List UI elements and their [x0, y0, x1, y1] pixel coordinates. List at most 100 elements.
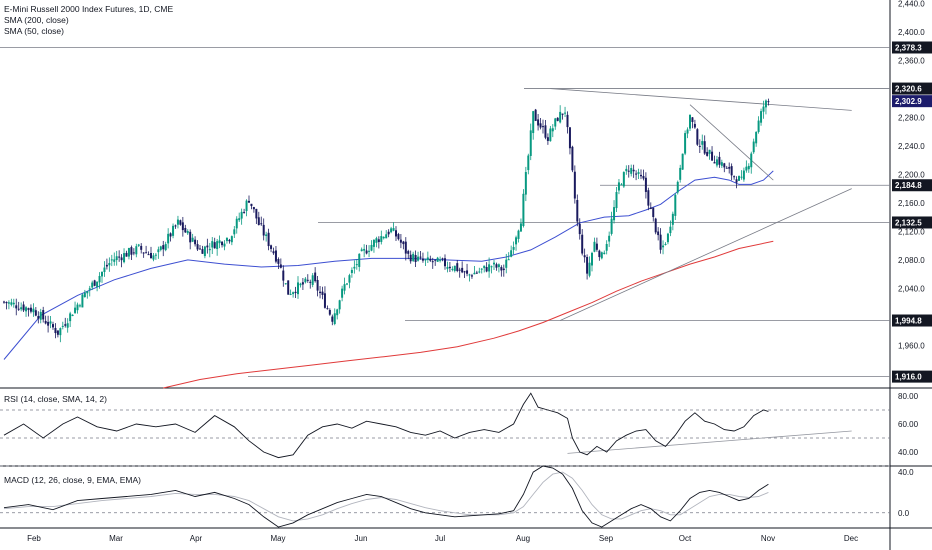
candle-body: [311, 275, 314, 285]
candle-body: [341, 288, 344, 298]
candle-body: [135, 246, 138, 255]
candle-body: [402, 241, 405, 245]
last-price-label: 2,302.9: [895, 97, 922, 106]
candle-body: [355, 264, 358, 266]
candle-body: [186, 230, 189, 234]
chart-title: E-Mini Russell 2000 Index Futures, 1D, C…: [4, 4, 174, 14]
trendline: [689, 104, 774, 181]
candle-body: [199, 248, 201, 250]
candle-body: [522, 193, 525, 227]
candle-body: [689, 114, 691, 129]
candle-body: [343, 284, 346, 291]
candle-body: [103, 267, 106, 273]
candle-body: [282, 270, 285, 281]
trendline: [559, 188, 852, 321]
candle-body: [510, 250, 513, 257]
candle-body: [456, 263, 459, 271]
candle-body: [350, 269, 353, 274]
candle-body: [664, 243, 667, 245]
candle-body: [115, 256, 118, 261]
candle-body: [475, 272, 478, 274]
candle-body: [711, 151, 714, 161]
candle-body: [764, 100, 767, 108]
sma50-legend: SMA (50, close): [4, 26, 64, 36]
main-y-tick: 2,160.0: [898, 199, 925, 208]
candle-body: [542, 126, 544, 128]
candle-body: [113, 259, 116, 262]
main-y-tick: 2,040.0: [898, 284, 925, 293]
candle-body: [417, 256, 420, 261]
candle-body: [419, 256, 422, 258]
macd-line: [3, 465, 769, 528]
candle-body: [235, 218, 238, 229]
candle-body: [581, 234, 584, 254]
candle-body: [101, 271, 103, 277]
candle-body: [47, 321, 50, 326]
candle-body: [549, 128, 552, 142]
candle-body: [306, 279, 309, 281]
candle-body: [255, 208, 258, 219]
candle-body: [130, 247, 133, 255]
candle-body: [637, 172, 640, 174]
candle-body: [473, 272, 476, 275]
candle-body: [598, 250, 601, 258]
candle-body: [382, 236, 385, 239]
candle-body: [147, 254, 150, 256]
level-label: 1,916.0: [895, 373, 922, 382]
candle-body: [228, 239, 231, 242]
candle-body: [659, 234, 662, 250]
candle-body: [363, 248, 366, 251]
candle-body: [7, 302, 10, 304]
candle-body: [622, 172, 625, 187]
candle-body: [461, 267, 464, 273]
candle-body: [681, 153, 684, 170]
candle-body: [762, 106, 765, 112]
candle-body: [539, 123, 542, 128]
level-label: 1,994.8: [895, 317, 922, 326]
candle-body: [297, 282, 299, 295]
candle-body: [392, 228, 395, 231]
candle-body: [25, 307, 28, 312]
candle-body: [20, 307, 23, 310]
candle-body: [767, 101, 770, 103]
candle-body: [230, 236, 233, 243]
sma50-line: [3, 170, 774, 360]
candle-body: [279, 264, 282, 268]
candle-body: [152, 255, 155, 260]
candle-body: [757, 120, 760, 132]
candle-body: [635, 173, 638, 175]
candle-body: [490, 266, 493, 268]
candle-body: [674, 194, 677, 216]
candle-body: [691, 117, 694, 122]
candle-body: [745, 166, 748, 171]
candle-body: [495, 264, 498, 268]
level-label: 2,132.5: [895, 218, 922, 227]
candle-body: [742, 170, 745, 180]
candle-body: [630, 168, 633, 174]
candle-body: [108, 262, 111, 266]
candle-body: [620, 184, 623, 186]
candle-body: [399, 239, 402, 243]
candle-body: [591, 252, 593, 266]
candle-body: [140, 245, 143, 250]
candle-body: [321, 291, 324, 295]
candle-body: [632, 169, 635, 172]
candle-body: [365, 250, 368, 254]
candle-body: [248, 200, 250, 203]
candle-body: [715, 159, 718, 166]
x-tick-apr: Apr: [190, 534, 203, 543]
candle-body: [159, 246, 162, 250]
candle-body: [243, 211, 246, 213]
candle-body: [429, 258, 432, 261]
candle-body: [287, 280, 290, 295]
candle-body: [3, 301, 5, 303]
candle-body: [191, 237, 194, 242]
candle-body: [571, 146, 574, 171]
candle-body: [105, 264, 108, 267]
candle-body: [693, 123, 696, 128]
candle-body: [730, 166, 733, 176]
candle-body: [703, 141, 706, 154]
candle-body: [284, 283, 287, 285]
candle-body: [164, 244, 167, 251]
